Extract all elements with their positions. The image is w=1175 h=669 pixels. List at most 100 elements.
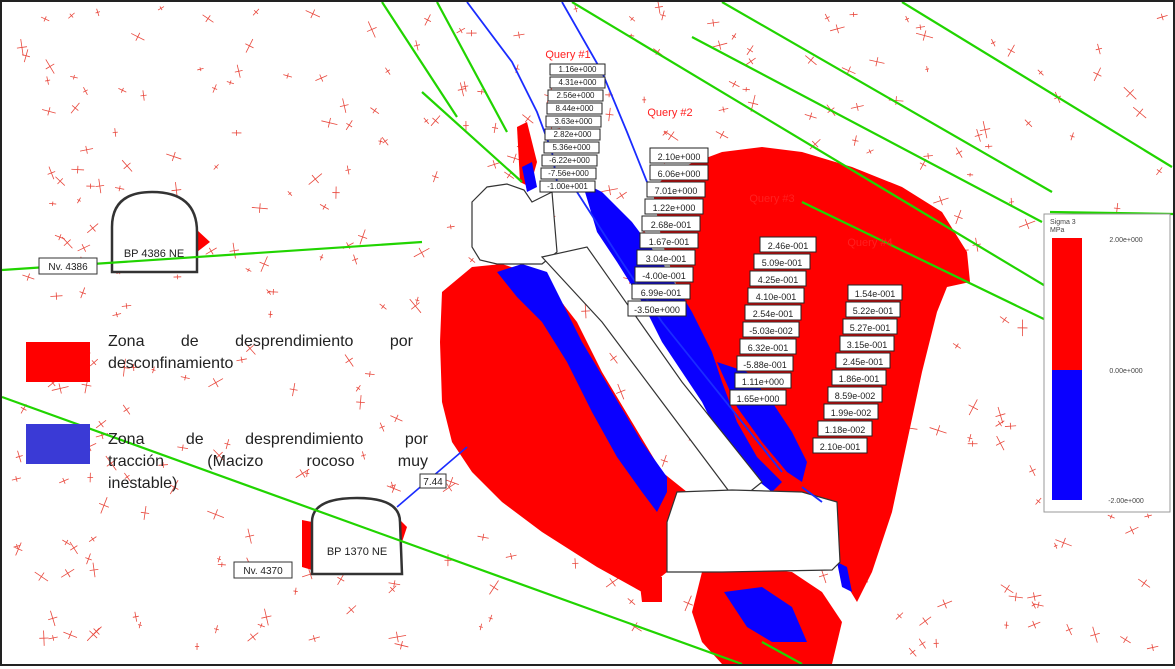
stress-cross — [1029, 465, 1035, 476]
stress-cross — [1027, 592, 1041, 600]
stress-cross — [370, 108, 379, 114]
stress-cross — [382, 137, 388, 145]
stress-cross — [207, 509, 224, 519]
stress-cross — [203, 15, 214, 23]
stress-cross — [39, 630, 48, 645]
stress-cross — [96, 9, 100, 16]
query-4-value-5: 2.45e-001 — [843, 357, 884, 367]
stress-cross — [414, 248, 430, 257]
stress-cross — [214, 625, 219, 633]
legend-swatch-red — [26, 342, 90, 382]
stress-cross — [50, 292, 62, 299]
stress-cross — [1133, 107, 1146, 118]
stress-cross — [431, 116, 440, 126]
stress-cross — [925, 66, 929, 72]
stress-cross — [35, 572, 48, 581]
stress-cross — [90, 359, 98, 366]
query-2-label: Query #2 — [647, 107, 692, 119]
stress-cross — [655, 2, 663, 14]
stress-cross — [1124, 87, 1137, 99]
stress-cross — [309, 635, 320, 642]
query-1-value-10: -1.00e+001 — [547, 182, 588, 191]
stress-cross — [320, 204, 329, 209]
stress-cross — [1008, 45, 1015, 57]
query-4-value-8: 1.99e-002 — [831, 408, 872, 418]
stress-cross — [1120, 636, 1130, 642]
stress-cross — [16, 451, 23, 463]
stress-cross — [78, 244, 90, 251]
stress-cross — [996, 421, 1005, 427]
green-line-5 — [422, 92, 522, 182]
stress-cross — [869, 57, 884, 66]
query-4-label: Query #4 — [847, 237, 892, 249]
query-2-value-5: 2.68e-001 — [651, 220, 692, 230]
stress-cross — [610, 353, 618, 363]
red-tunnel-bottom-edge — [302, 520, 312, 570]
query-2-value-8: -4.00e-001 — [642, 271, 686, 281]
stress-cross — [90, 563, 99, 577]
stress-cross — [70, 75, 78, 80]
query-2-value-7: 3.04e-001 — [646, 254, 687, 264]
query-2-value-10: -3.50e+000 — [634, 305, 680, 315]
stress-cross — [746, 58, 755, 65]
stress-cross — [1055, 538, 1071, 548]
stress-cross — [227, 80, 234, 84]
stress-cross — [930, 425, 947, 435]
stress-cross — [1138, 579, 1150, 587]
stress-cross — [181, 375, 190, 380]
query-1-value-8: -6.22e+000 — [549, 156, 590, 165]
level-4386-label: Nv. 4386 — [48, 262, 88, 273]
query-1-value-4: 8.44e+000 — [555, 104, 594, 113]
stress-cross — [805, 113, 817, 120]
stress-cross — [967, 173, 973, 177]
stress-cross — [424, 118, 429, 124]
stress-cross — [732, 33, 736, 39]
stress-cross — [522, 115, 533, 124]
stress-cross — [1032, 602, 1036, 609]
stress-cross — [606, 578, 619, 587]
stress-cross — [71, 166, 84, 174]
stress-cross — [1066, 624, 1073, 635]
stress-cross — [410, 299, 421, 313]
stress-cross — [953, 343, 961, 348]
stress-cross — [248, 633, 259, 642]
stress-cross — [479, 624, 483, 630]
stress-cross — [896, 613, 903, 620]
stress-cross — [252, 203, 268, 213]
stress-cross — [230, 243, 239, 259]
stress-cross — [616, 384, 625, 399]
stress-cross — [1090, 627, 1100, 643]
stress-cross — [77, 198, 80, 204]
stress-cross — [395, 641, 409, 649]
stress-cross — [214, 164, 219, 169]
stress-cross — [195, 643, 199, 650]
stress-cross — [59, 478, 68, 484]
stress-cross — [288, 191, 292, 196]
stress-cross — [48, 611, 57, 626]
stress-cross — [909, 648, 916, 656]
stress-cross — [1038, 70, 1044, 75]
stress-cross — [1028, 621, 1040, 628]
stress-cross — [660, 11, 666, 21]
stress-cross — [123, 405, 130, 415]
stress-cross — [45, 76, 50, 84]
stress-cross — [852, 135, 858, 145]
stress-cross — [208, 378, 223, 387]
stress-cross — [980, 121, 990, 138]
stress-cross — [642, 97, 646, 103]
red-tunnel-left-edge — [197, 230, 210, 252]
stress-cross — [315, 75, 327, 82]
stress-cross — [916, 25, 925, 30]
stress-cross — [61, 569, 74, 577]
stress-cross — [258, 623, 265, 627]
stress-cross — [133, 612, 139, 622]
query-3-value-4: 4.10e-001 — [756, 292, 797, 302]
query-1-value-7: 5.36e+000 — [552, 143, 591, 152]
stress-cross — [332, 187, 339, 199]
stress-cross — [174, 275, 182, 280]
stress-cross — [1001, 585, 1014, 593]
stress-cross — [956, 148, 962, 158]
stress-cross — [22, 273, 34, 280]
stress-cross — [937, 600, 952, 609]
stress-cross — [15, 543, 23, 556]
